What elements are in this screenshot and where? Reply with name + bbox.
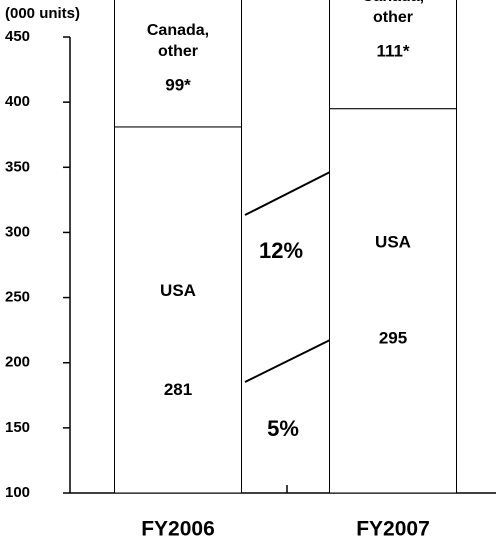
segment-name-text: Canada, other (146, 21, 210, 60)
y-tick-label: 450 (5, 28, 30, 45)
y-tick-label: 300 (5, 223, 30, 240)
bar-segment (114, 0, 242, 128)
segment-name-text: Canada, other (362, 0, 424, 27)
bar-segment (329, 108, 457, 494)
y-tick-label: 150 (5, 419, 30, 436)
axis-label: (000 units) (5, 5, 80, 22)
y-tick-label: 200 (5, 354, 30, 371)
connector (244, 339, 331, 383)
value-label: 295 (379, 329, 407, 348)
segment-name: USA (160, 281, 196, 300)
bar-segment (114, 126, 242, 494)
segment-name: Canada, other (362, 0, 424, 27)
bar-segment (329, 0, 457, 110)
value-label: 99* (165, 75, 191, 94)
value-label: 281 (164, 380, 192, 399)
growth-label: 12% (259, 238, 303, 263)
y-tick-label: 100 (5, 484, 30, 501)
y-tick-label: 250 (5, 289, 30, 306)
x-tick-label: FY2006 (141, 518, 215, 541)
segment-name: USA (375, 233, 411, 252)
y-tick-label: 350 (5, 158, 30, 175)
x-tick-label: FY2007 (356, 518, 430, 541)
segment-name: Canada, other (146, 21, 210, 60)
value-label: 111* (376, 42, 409, 61)
y-tick-label: 400 (5, 93, 30, 110)
connector (244, 171, 331, 216)
growth-label: 5% (267, 416, 299, 441)
